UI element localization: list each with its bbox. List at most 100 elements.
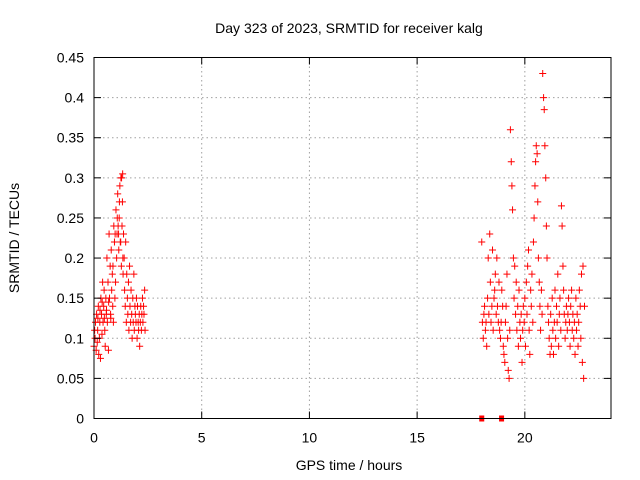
data-point — [500, 350, 508, 358]
grid-lines — [94, 57, 611, 419]
data-point — [571, 350, 579, 358]
data-point — [538, 310, 546, 318]
data-point — [548, 294, 556, 302]
x-tick-label: 0 — [90, 430, 98, 446]
data-point — [556, 294, 564, 302]
data-point — [141, 326, 149, 334]
data-point — [561, 334, 569, 342]
data-point — [100, 286, 108, 294]
y-tick-label: 0.25 — [57, 210, 84, 226]
data-point — [115, 230, 123, 238]
data-point — [506, 126, 514, 134]
data-point — [572, 294, 580, 302]
data-point — [119, 170, 127, 178]
data-point — [553, 318, 561, 326]
data-point — [552, 334, 560, 342]
data-point — [528, 270, 536, 278]
data-point — [577, 270, 585, 278]
data-point — [140, 302, 148, 310]
data-point — [115, 198, 123, 206]
data-point — [124, 278, 132, 286]
data-point — [532, 158, 540, 166]
data-point — [111, 294, 119, 302]
data-point — [524, 246, 532, 254]
data-point — [521, 294, 529, 302]
data-point — [101, 326, 109, 334]
data-point — [138, 294, 146, 302]
data-point — [542, 174, 550, 182]
data-point — [537, 286, 545, 294]
x-tick-label: 15 — [409, 430, 425, 446]
data-point — [557, 202, 565, 210]
y-tick-label: 0.35 — [57, 130, 84, 146]
data-point — [544, 302, 552, 310]
data-point — [566, 342, 574, 350]
data-point — [543, 254, 551, 262]
data-point — [567, 302, 575, 310]
data-point — [508, 182, 516, 190]
data-point — [117, 262, 125, 270]
data-point — [523, 310, 531, 318]
data-point — [580, 374, 588, 382]
data-point — [512, 278, 520, 286]
data-point — [479, 334, 487, 342]
data-point — [501, 358, 509, 366]
data-point — [575, 286, 583, 294]
data-point — [141, 286, 149, 294]
data-point — [519, 326, 527, 334]
data-point — [94, 314, 102, 322]
y-tick-label: 0.15 — [57, 290, 84, 306]
data-point — [109, 262, 117, 270]
data-point — [139, 318, 147, 326]
data-point — [485, 310, 493, 318]
data-point — [105, 230, 113, 238]
data-point — [520, 318, 528, 326]
data-point — [96, 354, 104, 362]
data-point — [502, 302, 510, 310]
data-point — [573, 310, 581, 318]
data-point — [549, 350, 557, 358]
data-point — [118, 174, 126, 182]
data-points — [90, 70, 589, 422]
data-point — [515, 286, 523, 294]
data-point — [121, 286, 129, 294]
data-point — [115, 246, 123, 254]
data-point — [579, 262, 587, 270]
data-point — [526, 350, 534, 358]
data-point — [532, 142, 540, 150]
data-point — [114, 190, 122, 198]
data-point — [123, 270, 131, 278]
data-point — [108, 286, 116, 294]
y-tick-label: 0.3 — [65, 170, 85, 186]
data-point — [100, 302, 108, 310]
data-point — [483, 342, 491, 350]
data-point — [103, 254, 111, 262]
x-axis-label: GPS time / hours — [296, 457, 403, 473]
data-point — [127, 286, 135, 294]
data-point — [530, 214, 538, 222]
data-point — [533, 150, 541, 158]
data-point — [557, 326, 565, 334]
data-point — [570, 334, 578, 342]
data-point — [100, 314, 108, 322]
data-point — [503, 270, 511, 278]
data-point — [545, 334, 553, 342]
data-point — [517, 334, 525, 342]
data-point — [527, 286, 535, 294]
data-point — [578, 358, 586, 366]
data-point — [519, 302, 527, 310]
data-point — [547, 310, 555, 318]
data-point — [581, 302, 589, 310]
data-point — [491, 286, 499, 294]
data-point — [486, 278, 494, 286]
data-point — [495, 278, 503, 286]
y-tick-label: 0.1 — [65, 330, 85, 346]
data-point — [489, 246, 497, 254]
data-point — [547, 342, 555, 350]
data-point — [535, 278, 543, 286]
data-point — [525, 326, 533, 334]
data-point — [484, 254, 492, 262]
data-point — [553, 302, 560, 310]
data-point — [574, 342, 582, 350]
